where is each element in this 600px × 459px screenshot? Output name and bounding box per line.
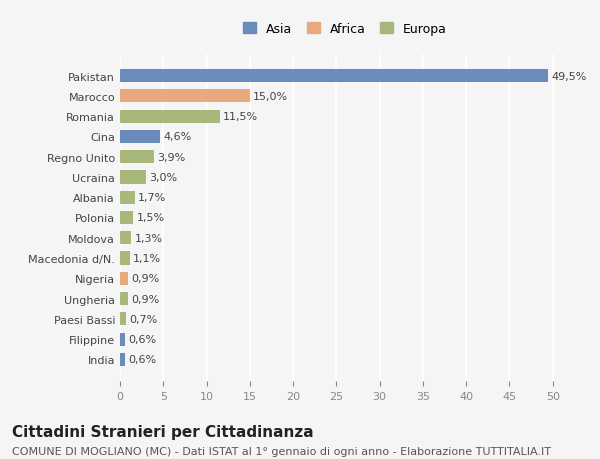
Bar: [120, 171, 146, 184]
Bar: [120, 151, 154, 164]
Bar: [120, 292, 128, 306]
Bar: [120, 313, 126, 326]
Text: 1,1%: 1,1%: [133, 253, 161, 263]
Text: COMUNE DI MOGLIANO (MC) - Dati ISTAT al 1° gennaio di ogni anno - Elaborazione T: COMUNE DI MOGLIANO (MC) - Dati ISTAT al …: [12, 446, 551, 456]
Text: 15,0%: 15,0%: [253, 92, 289, 102]
Text: Cittadini Stranieri per Cittadinanza: Cittadini Stranieri per Cittadinanza: [12, 425, 314, 440]
Text: 3,0%: 3,0%: [149, 173, 178, 183]
Text: 4,6%: 4,6%: [163, 132, 191, 142]
Text: 49,5%: 49,5%: [552, 72, 587, 81]
Text: 1,7%: 1,7%: [138, 193, 166, 203]
Text: 3,9%: 3,9%: [157, 152, 185, 162]
Bar: [120, 212, 133, 224]
Bar: [120, 252, 130, 265]
Bar: [120, 90, 250, 103]
Bar: [120, 70, 548, 83]
Bar: [120, 191, 135, 204]
Text: 0,9%: 0,9%: [131, 274, 160, 284]
Bar: [120, 110, 220, 123]
Bar: [120, 333, 125, 346]
Bar: [120, 272, 128, 285]
Legend: Asia, Africa, Europa: Asia, Africa, Europa: [239, 19, 451, 39]
Text: 0,6%: 0,6%: [128, 334, 157, 344]
Text: 0,7%: 0,7%: [130, 314, 158, 324]
Text: 1,5%: 1,5%: [136, 213, 164, 223]
Text: 0,6%: 0,6%: [128, 355, 157, 364]
Bar: [120, 232, 131, 245]
Bar: [120, 353, 125, 366]
Bar: [120, 130, 160, 144]
Text: 0,9%: 0,9%: [131, 294, 160, 304]
Text: 11,5%: 11,5%: [223, 112, 258, 122]
Text: 1,3%: 1,3%: [135, 233, 163, 243]
